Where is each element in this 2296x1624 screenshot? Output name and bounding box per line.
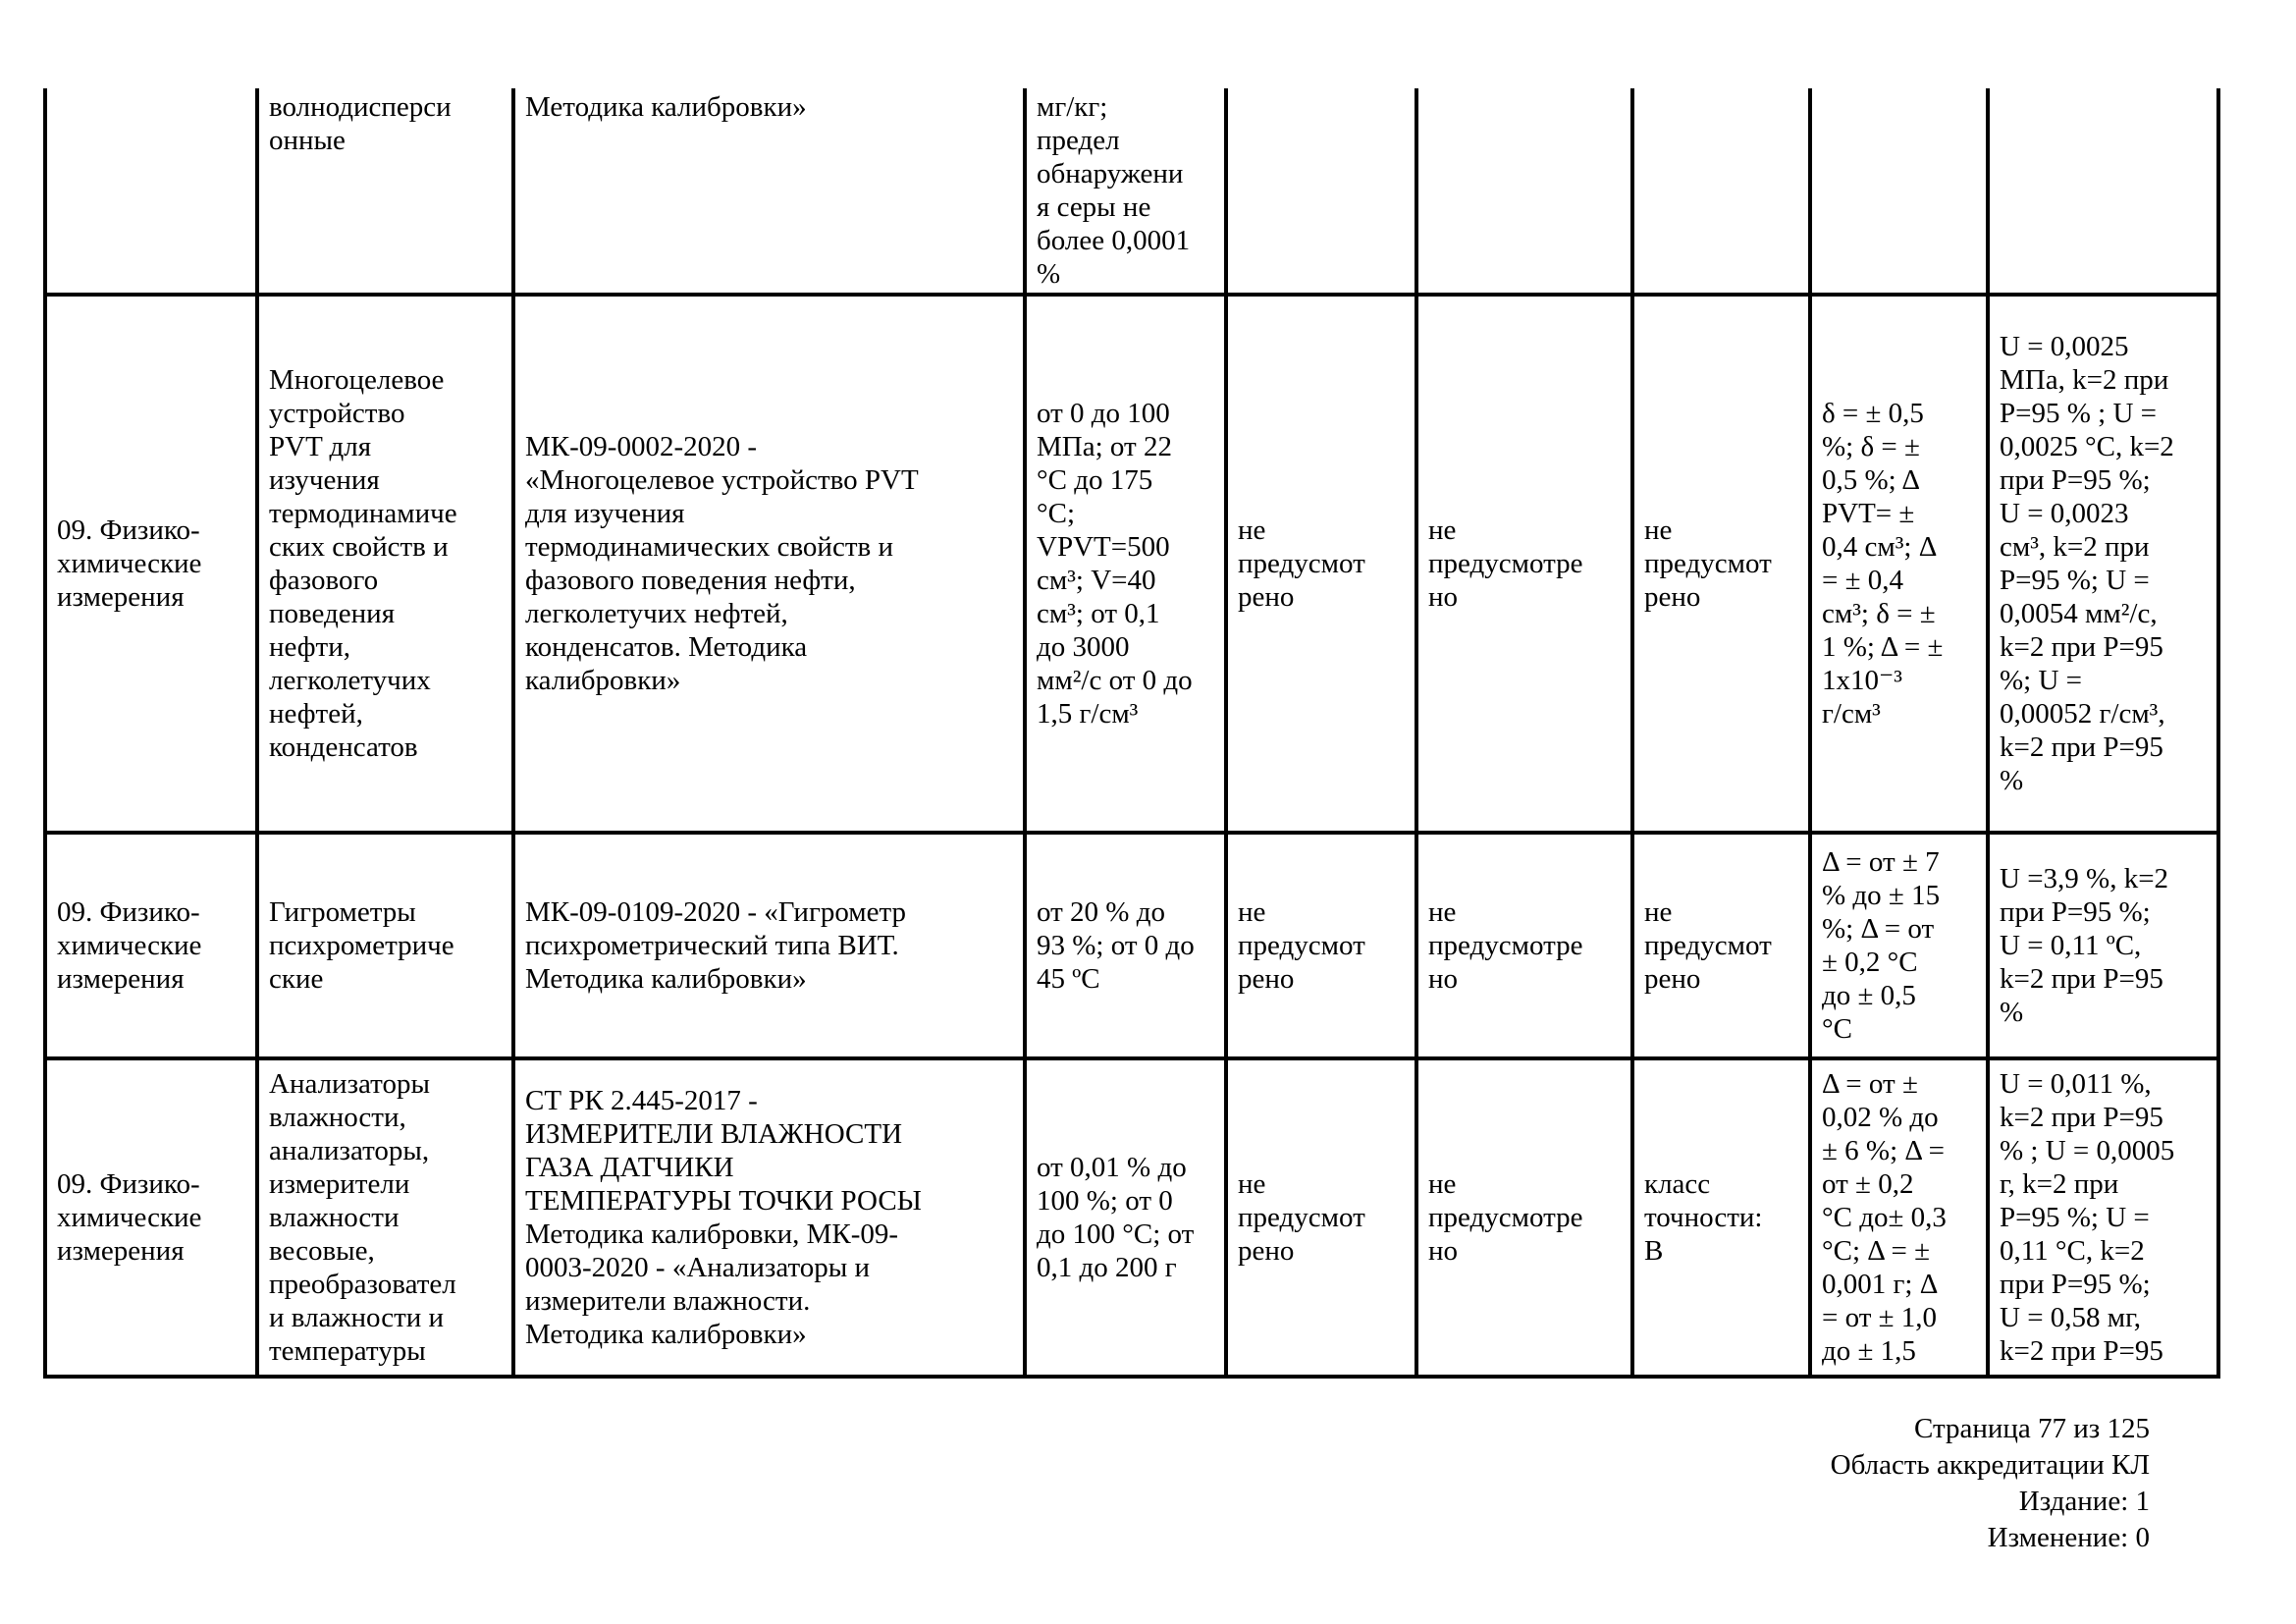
table-cell: не предусмот рено <box>1630 831 1812 1060</box>
table-cell: от 0,01 % до 100 %; от 0 до 100 °C; от 0… <box>1023 1056 1228 1379</box>
table-cell: Δ = от ± 0,02 % до ± 6 %; Δ = от ± 0,2 °… <box>1808 1056 1990 1379</box>
footer-accreditation-scope: Область аккредитации КЛ <box>1830 1449 2150 1481</box>
table-cell: СТ РК 2.445-2017 - ИЗМЕРИТЕЛИ ВЛАЖНОСТИ … <box>511 1056 1027 1379</box>
table-cell: не предусмот рено <box>1224 293 1418 835</box>
footer-edition: Издание: 1 <box>2018 1486 2150 1517</box>
table-cell: не предусмотре но <box>1415 1056 1634 1379</box>
table-cell: не предусмот рено <box>1630 293 1812 835</box>
table-cell: Δ = от ± 7 % до ± 15 %; Δ = от ± 0,2 °C … <box>1808 831 1990 1060</box>
table-cell: волнодисперси онные <box>255 88 515 297</box>
table-cell: не предусмот рено <box>1224 831 1418 1060</box>
table-cell: U =3,9 %, k=2 при Р=95 %; U = 0,11 ºC, k… <box>1986 831 2220 1060</box>
table-cell <box>43 88 259 297</box>
table-cell: от 0 до 100 МПа; от 22 °C до 175 °C; VPV… <box>1023 293 1228 835</box>
table-cell: U = 0,0025 МПа, k=2 при Р=95 % ; U = 0,0… <box>1986 293 2220 835</box>
footer-page-number: Страница 77 из 125 <box>1913 1413 2150 1444</box>
table-row: 09. Физико- химические измерения Гигромет… <box>43 831 2220 1060</box>
table-row: 09. Физико- химические измерения Анализат… <box>43 1056 2220 1379</box>
table-cell: δ = ± 0,5 %; δ = ± 0,5 %; Δ PVT= ± 0,4 с… <box>1808 293 1990 835</box>
table-row: 09. Физико- химические измерения Многоцел… <box>43 293 2220 835</box>
table-cell <box>1415 88 1634 297</box>
table-cell <box>1224 88 1418 297</box>
page-footer: Страница 77 из 125 Область аккредитации … <box>1831 1411 2150 1556</box>
table-cell: 09. Физико- химические измерения <box>43 1056 259 1379</box>
table-cell: U = 0,011 %, k=2 при Р=95 % ; U = 0,0005… <box>1986 1056 2220 1379</box>
table-row: волнодисперси онные Методика калибровки» м… <box>43 88 2220 297</box>
table-cell: Многоцелевое устройство PVT для изучения… <box>255 293 515 835</box>
footer-change: Изменение: 0 <box>1987 1522 2150 1553</box>
table-cell <box>1986 88 2220 297</box>
table-cell: Анализаторы влажности, анализаторы, изме… <box>255 1056 515 1379</box>
table-cell: МК-09-0002-2020 - «Многоцелевое устройст… <box>511 293 1027 835</box>
table-cell: 09. Физико- химические измерения <box>43 293 259 835</box>
table-cell: не предусмот рено <box>1224 1056 1418 1379</box>
table-cell <box>1630 88 1812 297</box>
table-cell <box>1808 88 1990 297</box>
table-cell: Методика калибровки» <box>511 88 1027 297</box>
table-cell: мг/кг; предел обнаружени я серы не более… <box>1023 88 1228 297</box>
table-cell: не предусмотре но <box>1415 293 1634 835</box>
accreditation-table: волнодисперси онные Методика калибровки» м… <box>43 88 2220 1379</box>
table-cell: 09. Физико- химические измерения <box>43 831 259 1060</box>
table-cell: не предусмотре но <box>1415 831 1634 1060</box>
table-cell: Гигрометры психрометриче ские <box>255 831 515 1060</box>
table-cell: МК-09-0109-2020 - «Гигрометр психрометри… <box>511 831 1027 1060</box>
table-cell: от 20 % до 93 %; от 0 до 45 ºC <box>1023 831 1228 1060</box>
table-cell: класс точности: В <box>1630 1056 1812 1379</box>
